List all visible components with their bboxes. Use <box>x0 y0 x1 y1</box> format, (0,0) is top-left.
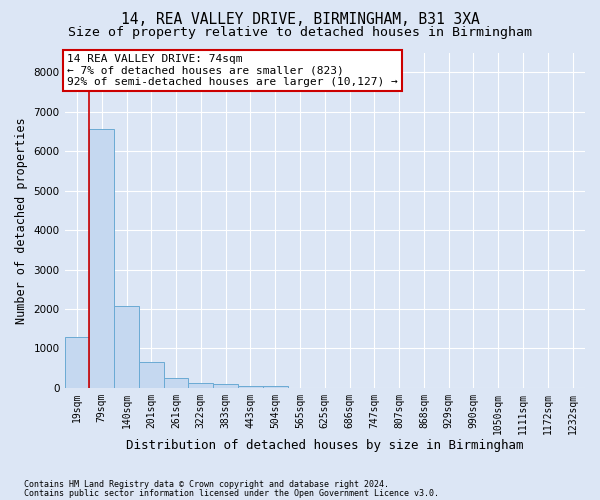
Text: Contains public sector information licensed under the Open Government Licence v3: Contains public sector information licen… <box>24 488 439 498</box>
Text: 14 REA VALLEY DRIVE: 74sqm
← 7% of detached houses are smaller (823)
92% of semi: 14 REA VALLEY DRIVE: 74sqm ← 7% of detac… <box>67 54 398 88</box>
Bar <box>188 383 213 388</box>
Bar <box>65 336 89 388</box>
Bar <box>89 128 114 388</box>
Bar <box>213 384 238 388</box>
Text: 14, REA VALLEY DRIVE, BIRMINGHAM, B31 3XA: 14, REA VALLEY DRIVE, BIRMINGHAM, B31 3X… <box>121 12 479 28</box>
X-axis label: Distribution of detached houses by size in Birmingham: Distribution of detached houses by size … <box>126 440 524 452</box>
Bar <box>139 362 164 388</box>
Text: Size of property relative to detached houses in Birmingham: Size of property relative to detached ho… <box>68 26 532 39</box>
Bar <box>164 378 188 388</box>
Y-axis label: Number of detached properties: Number of detached properties <box>15 117 28 324</box>
Text: Contains HM Land Registry data © Crown copyright and database right 2024.: Contains HM Land Registry data © Crown c… <box>24 480 389 489</box>
Bar <box>263 386 287 388</box>
Bar <box>114 306 139 388</box>
Bar <box>238 386 263 388</box>
